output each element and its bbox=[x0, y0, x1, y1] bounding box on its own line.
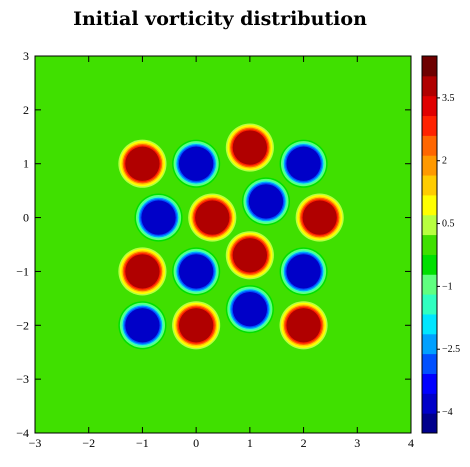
plot-area bbox=[35, 56, 411, 433]
vortex-positive bbox=[224, 121, 276, 174]
vortex-positive bbox=[170, 299, 222, 352]
vortex-positive bbox=[116, 245, 169, 298]
colorbar-segment bbox=[422, 313, 437, 335]
chart-title: Initial vorticity distribution bbox=[73, 8, 367, 30]
colorbar-label: −1 bbox=[442, 281, 453, 292]
colorbar-label: −4 bbox=[442, 407, 453, 418]
colorbar-segment bbox=[422, 95, 437, 117]
colorbar-segment bbox=[422, 234, 437, 255]
colorbar-segment bbox=[422, 56, 437, 77]
vortex-negative bbox=[277, 137, 330, 190]
x-tick-label: 4 bbox=[408, 436, 414, 450]
y-tick-label: 0 bbox=[23, 211, 29, 225]
vortex-negative bbox=[116, 299, 169, 352]
colorbar-segment bbox=[422, 135, 437, 156]
colorbar-segment bbox=[422, 373, 437, 394]
x-tick-label: 0 bbox=[193, 436, 199, 450]
colorbar-segment bbox=[422, 294, 437, 315]
colorbar-segment bbox=[422, 413, 437, 434]
x-tick-label: −2 bbox=[82, 436, 95, 450]
vortex-negative bbox=[170, 137, 222, 190]
colorbar-label: 0.5 bbox=[442, 219, 455, 230]
plot-frame bbox=[34, 55, 412, 434]
vortex-ring bbox=[250, 185, 282, 218]
colorbar-segment bbox=[422, 393, 437, 414]
x-tick-label: −3 bbox=[29, 436, 42, 450]
vortex-ring bbox=[142, 201, 175, 234]
vortex-ring bbox=[196, 201, 229, 234]
vortex-ring bbox=[233, 293, 266, 326]
colorbar-label: −2.5 bbox=[442, 344, 460, 355]
field-background bbox=[35, 56, 411, 433]
x-tick-label: 3 bbox=[354, 436, 360, 450]
vortex-ring bbox=[180, 309, 213, 342]
y-tick-label: −2 bbox=[16, 318, 29, 332]
vortex-negative bbox=[170, 245, 222, 298]
vortex-ring bbox=[287, 255, 320, 288]
colorbar: 3.5 2 0.5 −1 −2.5 −4 bbox=[421, 55, 460, 434]
vortex-positive bbox=[116, 137, 169, 190]
vortex-negative bbox=[224, 283, 276, 335]
vortex-negative bbox=[277, 245, 330, 298]
colorbar-segment bbox=[422, 214, 437, 236]
vortex-negative bbox=[240, 175, 292, 228]
vortex-negative bbox=[132, 191, 185, 244]
colorbar-segment bbox=[422, 254, 437, 275]
x-tick-label: 2 bbox=[301, 436, 307, 450]
colorbar-segment bbox=[422, 75, 437, 97]
vortex-ring bbox=[126, 147, 159, 180]
y-tick-label: −3 bbox=[16, 372, 29, 386]
colorbar-segment bbox=[422, 194, 437, 216]
vortex-ring bbox=[233, 131, 266, 164]
colorbar-segment bbox=[422, 274, 437, 295]
colorbar-label: 3.5 bbox=[442, 93, 455, 104]
vortex-positive bbox=[224, 229, 276, 282]
x-tick-label: −1 bbox=[136, 436, 149, 450]
y-tick-label: −4 bbox=[16, 426, 29, 440]
vortex-positive bbox=[277, 299, 330, 352]
vortex-ring bbox=[126, 255, 159, 288]
colorbar-segment bbox=[422, 115, 437, 136]
colorbar-segment bbox=[422, 155, 437, 176]
vortex-ring bbox=[180, 147, 213, 180]
vortex-ring bbox=[233, 239, 266, 272]
colorbar-segment bbox=[422, 353, 437, 374]
vortex-ring bbox=[126, 309, 159, 342]
vortex-ring bbox=[287, 147, 320, 180]
vortex-positive bbox=[186, 191, 239, 244]
colorbar-frame bbox=[421, 55, 438, 434]
vortex-ring bbox=[180, 255, 213, 288]
colorbar-segment bbox=[422, 333, 437, 355]
colorbar-segment bbox=[422, 175, 437, 196]
y-tick-label: −1 bbox=[16, 264, 29, 278]
colorbar-label: 2 bbox=[442, 156, 447, 167]
vortex-positive bbox=[293, 191, 346, 244]
y-tick-label: 1 bbox=[23, 157, 29, 171]
y-tick-label: 3 bbox=[23, 49, 29, 63]
vortex-ring bbox=[303, 201, 336, 234]
y-tick-label: 2 bbox=[23, 103, 29, 117]
x-tick-label: 1 bbox=[247, 436, 253, 450]
vortex-ring bbox=[287, 309, 320, 342]
